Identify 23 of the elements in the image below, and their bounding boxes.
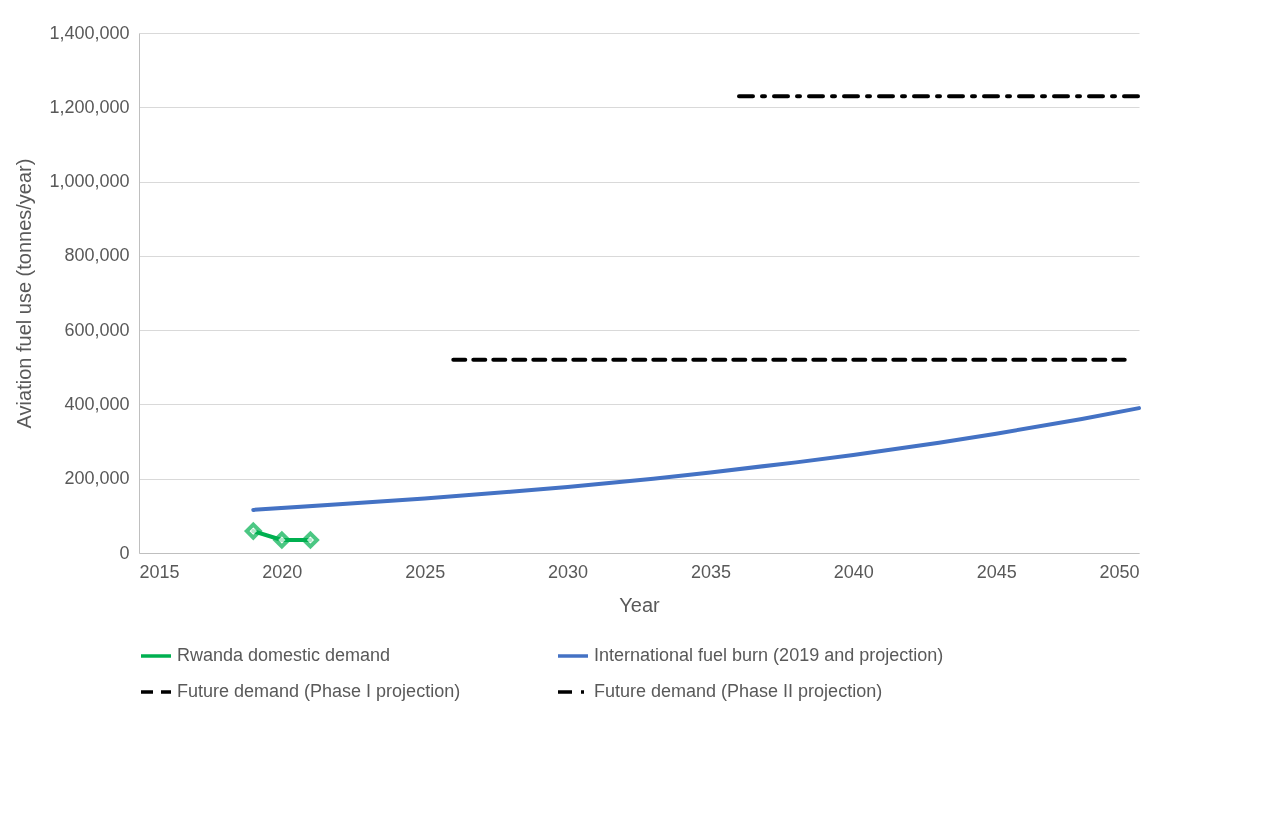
legend-label: Rwanda domestic demand [177, 645, 391, 665]
x-tick-label: 2050 [1099, 561, 1140, 582]
x-tick-label: 2030 [548, 561, 589, 582]
y-tick-label: 1,200,000 [49, 96, 130, 117]
y-tick-label: 600,000 [64, 319, 130, 340]
x-tick-label: 2035 [690, 561, 731, 582]
legend-label: Future demand (Phase II projection) [594, 681, 883, 701]
legend-label: Future demand (Phase I projection) [177, 681, 461, 701]
y-tick-label: 1,400,000 [49, 22, 130, 43]
x-tick-label: 2020 [262, 561, 303, 582]
x-tick-label: 2025 [405, 561, 446, 582]
y-tick-label: 800,000 [64, 245, 130, 266]
y-axis-title: Aviation fuel use (tonnes/year) [13, 158, 36, 429]
x-tick-label: 2045 [976, 561, 1017, 582]
y-tick-label: 200,000 [64, 468, 130, 489]
y-tick-label: 0 [119, 542, 130, 563]
x-tick-label: 2040 [833, 561, 874, 582]
y-tick-label: 1,000,000 [49, 171, 130, 192]
x-tick-label: 2015 [139, 561, 180, 582]
legend-label: International fuel burn (2019 and projection) [594, 645, 944, 665]
y-tick-label: 400,000 [64, 393, 130, 414]
line-series [251, 406, 1141, 512]
x-axis-title: Year [619, 593, 661, 616]
